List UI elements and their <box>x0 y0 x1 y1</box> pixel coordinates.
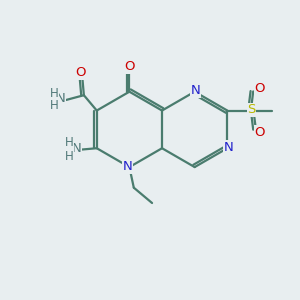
Text: O: O <box>254 126 265 139</box>
Text: O: O <box>75 66 86 80</box>
Text: S: S <box>247 103 256 116</box>
Text: O: O <box>254 82 265 95</box>
Text: H: H <box>65 136 74 149</box>
Text: N: N <box>56 92 66 105</box>
Text: H: H <box>65 150 74 163</box>
Text: H: H <box>50 87 58 100</box>
Text: N: N <box>71 142 81 155</box>
Text: N: N <box>123 160 133 173</box>
Text: O: O <box>124 60 135 73</box>
Text: N: N <box>224 141 233 154</box>
Text: H: H <box>50 99 58 112</box>
Text: N: N <box>190 84 200 97</box>
